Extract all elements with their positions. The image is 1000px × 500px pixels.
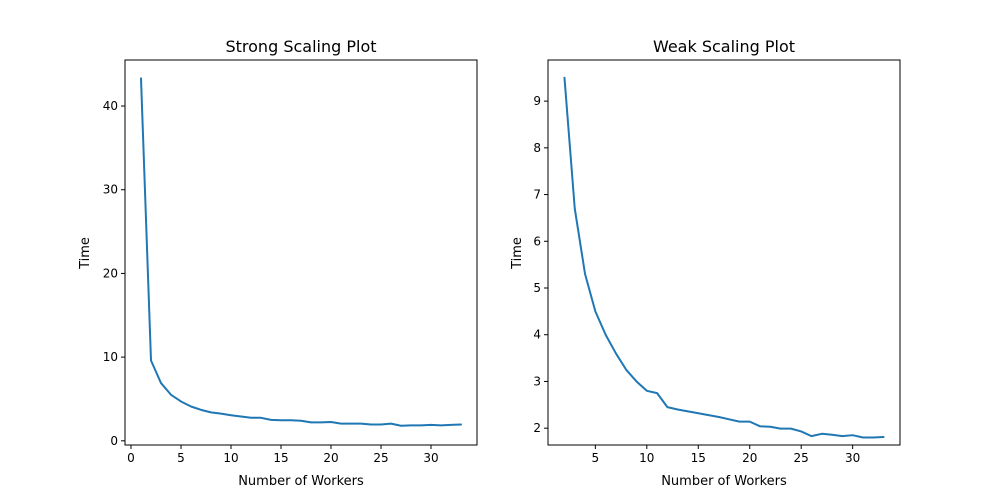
- y-tick-label: 0: [110, 434, 118, 448]
- x-tick-label: 10: [223, 451, 238, 465]
- series-line: [140, 77, 462, 427]
- y-tick-label: 40: [103, 99, 118, 113]
- y-axis: 2 3 4 5 6 7 8 9: [533, 94, 548, 435]
- y-axis: 0 10 20 30 40: [103, 99, 125, 448]
- strong-scaling-chart: Strong Scaling Plot 0 5 10 15 20 25 30 0 10 20 30…: [78, 37, 478, 489]
- y-tick-label: 3: [533, 374, 541, 388]
- y-tick-label: 10: [103, 350, 118, 364]
- chart-title: Strong Scaling Plot: [225, 37, 376, 56]
- x-tick-label: 25: [373, 451, 388, 465]
- x-tick-label: 30: [845, 451, 860, 465]
- x-axis: 0 5 10 15 20 25 30: [127, 445, 439, 465]
- x-axis-label: Number of Workers: [238, 474, 364, 489]
- x-tick-label: 15: [273, 451, 288, 465]
- y-tick-label: 6: [533, 234, 541, 248]
- x-tick-label: 5: [592, 451, 600, 465]
- chart-title: Weak Scaling Plot: [653, 37, 795, 56]
- series-line: [563, 76, 885, 439]
- y-tick-label: 8: [533, 141, 541, 155]
- y-tick-label: 5: [533, 281, 541, 295]
- y-axis-label: Time: [78, 237, 93, 270]
- weak-scaling-chart: Weak Scaling Plot 5 10 15 20 25 30 2 3 4 5 6 7 8 9 N…: [510, 37, 901, 489]
- series-layer: [563, 76, 885, 439]
- plot-frame: [124, 59, 478, 446]
- y-tick-label: 2: [533, 421, 541, 435]
- x-axis: 5 10 15 20 25 30: [592, 445, 860, 465]
- y-tick-label: 4: [533, 328, 541, 342]
- y-tick-label: 20: [103, 266, 118, 280]
- x-tick-label: 20: [742, 451, 757, 465]
- series-layer: [140, 77, 462, 427]
- y-tick-label: 7: [533, 188, 541, 202]
- x-tick-label: 30: [423, 451, 438, 465]
- x-tick-label: 5: [177, 451, 185, 465]
- y-tick-label: 9: [533, 94, 541, 108]
- x-tick-label: 25: [794, 451, 809, 465]
- x-tick-label: 10: [639, 451, 654, 465]
- y-tick-label: 30: [103, 183, 118, 197]
- x-tick-label: 15: [691, 451, 706, 465]
- x-axis-label: Number of Workers: [661, 474, 787, 489]
- y-axis-label: Time: [510, 237, 525, 270]
- x-tick-label: 20: [323, 451, 338, 465]
- x-tick-label: 0: [127, 451, 135, 465]
- plot-frame: [547, 59, 901, 446]
